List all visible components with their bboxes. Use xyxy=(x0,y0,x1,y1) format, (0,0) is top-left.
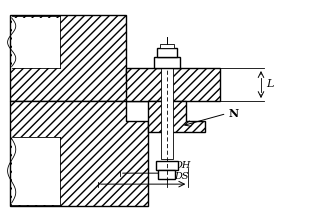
Bar xyxy=(158,170,175,179)
Bar xyxy=(12,137,60,205)
Bar xyxy=(12,18,60,68)
Polygon shape xyxy=(10,15,148,101)
Text: N: N xyxy=(228,108,238,119)
Bar xyxy=(161,65,173,159)
Text: DS: DS xyxy=(174,172,189,181)
Text: L: L xyxy=(266,79,273,89)
Polygon shape xyxy=(148,101,204,132)
Text: DH: DH xyxy=(174,161,191,170)
Bar xyxy=(157,48,177,57)
Bar xyxy=(154,57,180,68)
Bar xyxy=(156,161,178,170)
Polygon shape xyxy=(10,101,148,206)
Polygon shape xyxy=(126,68,220,101)
Bar xyxy=(160,44,174,48)
